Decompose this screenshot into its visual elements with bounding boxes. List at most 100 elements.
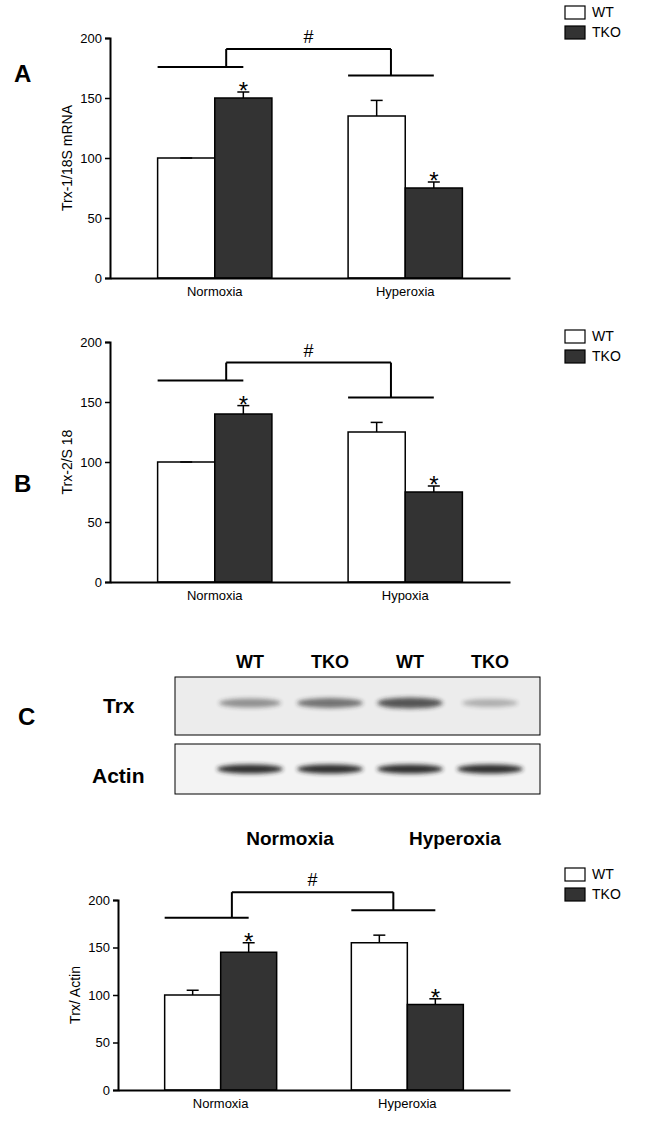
tick-label: Hypoxia — [382, 588, 430, 603]
blot: CWTTKOWTTKOTrxActinNormoxiaHyperoxia — [18, 652, 540, 849]
blot-band — [297, 765, 363, 774]
y-axis: 050100150200 — [80, 31, 110, 286]
axis-line — [113, 901, 119, 1091]
tick: 0 — [95, 575, 110, 590]
tick-mark — [105, 522, 110, 524]
tick-label: 50 — [88, 211, 102, 226]
error-cap — [180, 461, 192, 463]
tick-label: Normoxia — [193, 1096, 249, 1111]
axis-line — [111, 582, 511, 584]
error-bar — [373, 935, 385, 943]
axis-line — [119, 1090, 511, 1092]
tick-mark — [105, 582, 110, 584]
legend-label: TKO — [592, 886, 621, 902]
annotation: * — [244, 928, 253, 955]
bar — [158, 462, 215, 582]
tick-label: 50 — [88, 515, 102, 530]
tick-label: Hyperoxia — [378, 1096, 437, 1111]
tick-mark — [113, 995, 118, 997]
bracket-line — [165, 917, 249, 919]
tick-mark — [105, 342, 110, 344]
tick-mark — [113, 1042, 118, 1044]
row-label: Trx — [103, 694, 135, 717]
legend: WT TKO — [565, 4, 621, 40]
bracket-line — [390, 363, 392, 398]
tick-label: 150 — [80, 395, 102, 410]
chart: 050100150200NormoxiaHyperoxiaTrx/ ActinW… — [67, 866, 621, 1111]
tick: Normoxia — [187, 582, 243, 603]
blot-frame — [175, 677, 540, 735]
bracket-line — [158, 380, 244, 382]
error-bar — [180, 158, 192, 159]
bar — [165, 995, 221, 1090]
tick-label: 0 — [95, 575, 102, 590]
legend-swatch — [565, 6, 585, 19]
tick: 50 — [88, 211, 110, 226]
row-label: Actin — [92, 764, 145, 787]
tick-mark — [105, 98, 110, 100]
tick-label: 100 — [80, 455, 102, 470]
annotation: * — [431, 984, 440, 1011]
bar — [158, 158, 215, 278]
legend-label: WT — [592, 328, 614, 344]
tick-label: 200 — [88, 893, 110, 908]
chart: 050100150200NormoxiaHyperoxiaTrx-1/18S m… — [14, 4, 621, 299]
lane-label: TKO — [471, 652, 509, 672]
tick-label: 0 — [95, 271, 102, 286]
blot-band — [377, 698, 443, 709]
tick-mark — [113, 900, 118, 902]
legend-swatch — [565, 26, 585, 39]
error-cap — [180, 157, 192, 159]
y-axis-title: Trx-1/18S mRNA — [59, 104, 75, 211]
bar — [215, 414, 272, 582]
bracket-line — [226, 48, 391, 50]
tick-mark — [105, 218, 110, 220]
tick-label: 100 — [80, 151, 102, 166]
error-cap — [371, 100, 383, 102]
error-stem — [376, 100, 378, 116]
legend-label: TKO — [592, 348, 621, 364]
bracket-line — [390, 49, 392, 75]
tick-label: 100 — [88, 988, 110, 1003]
tick-mark — [113, 947, 118, 949]
blot-frame — [175, 744, 540, 794]
annotation: # — [304, 341, 314, 361]
tick: 200 — [88, 893, 118, 908]
error-bar — [187, 990, 199, 995]
tick-mark — [113, 1090, 118, 1092]
panel-label: A — [14, 60, 31, 87]
bracket-line — [225, 363, 227, 381]
blot-band — [462, 699, 518, 707]
blot-band — [219, 699, 281, 708]
tick-label: 0 — [103, 1083, 110, 1098]
condition-label: Normoxia — [246, 828, 334, 849]
panel-label: B — [14, 470, 31, 497]
tick: 150 — [80, 91, 110, 106]
annotation: * — [239, 77, 248, 104]
legend-label: WT — [592, 866, 614, 882]
annotation: * — [239, 391, 248, 418]
bar — [348, 116, 405, 278]
lane-label: WT — [396, 652, 424, 672]
tick-mark — [105, 38, 110, 40]
legend-label: TKO — [592, 24, 621, 40]
x-axis: NormoxiaHyperoxia — [111, 278, 511, 299]
plot-area — [158, 92, 463, 278]
tick-mark — [105, 158, 110, 160]
error-bar — [371, 422, 383, 432]
bracket-line — [231, 892, 233, 918]
annotation: # — [304, 27, 314, 47]
error-cap — [371, 422, 383, 424]
bar — [405, 188, 462, 278]
panel-label: C — [18, 703, 35, 730]
error-bar — [180, 462, 192, 463]
bar — [351, 943, 407, 1090]
plot-area — [165, 935, 464, 1090]
tick-label: 150 — [88, 940, 110, 955]
bracket-line — [158, 66, 244, 68]
legend-label: WT — [592, 4, 614, 20]
x-axis: Normoxia Hyperoxia — [119, 1090, 511, 1111]
error-cap — [373, 934, 385, 936]
legend-swatch — [565, 330, 585, 343]
annotation: # — [308, 870, 318, 890]
